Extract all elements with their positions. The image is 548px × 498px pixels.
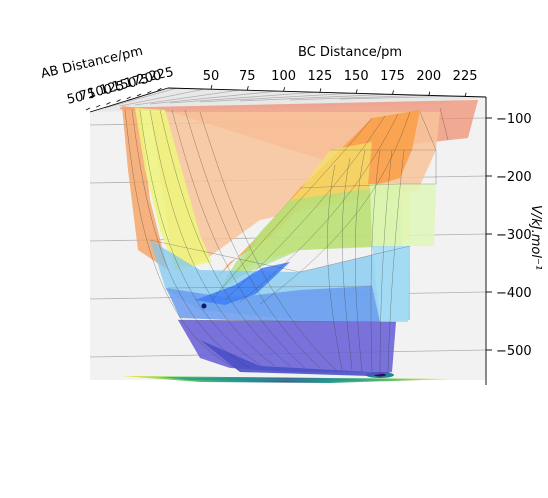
floor-contour-projection <box>122 372 452 383</box>
y-tick-mark <box>392 90 394 95</box>
y-tick-label: 100 <box>271 69 296 84</box>
surface-blue-band <box>166 286 380 322</box>
y-tick-label: 175 <box>380 69 405 84</box>
y-tick-mark <box>246 86 249 91</box>
x-tick-label: 50 <box>66 90 85 108</box>
x-tick-mark <box>96 104 101 108</box>
y-tick-label: 225 <box>453 69 478 84</box>
axis-lines <box>89 87 487 385</box>
x-tick-mark <box>147 90 152 94</box>
y-tick-mark <box>283 87 285 92</box>
energy-surface <box>120 100 478 376</box>
marked-point <box>201 303 207 309</box>
x-tick-label: 75 <box>78 86 97 104</box>
surface-mesh <box>124 107 449 373</box>
x-tick-label: 200 <box>135 68 162 88</box>
y-axis-label: BC Distance/pm <box>298 45 402 60</box>
x-tick-label: 100 <box>86 82 113 102</box>
z-axis-label: V/kJ.mol⁻¹ <box>528 205 543 270</box>
surface-light-blue-right <box>372 246 410 322</box>
z-tick-label: −100 <box>496 112 532 127</box>
surface-right-sheet <box>370 184 436 246</box>
y-axis-line <box>167 87 487 98</box>
x-tick-label: 225 <box>148 65 175 85</box>
y-tick-label: 75 <box>239 69 256 84</box>
x-tick-label: 125 <box>98 78 125 98</box>
y-tick-mark <box>210 84 213 90</box>
x-tick-mark <box>157 88 162 91</box>
x-tick-mark <box>85 107 91 111</box>
y-axis-ticks: 50 75 100 125 150 175 200 225 <box>203 69 478 97</box>
top-pane <box>90 88 486 112</box>
z-tick-label: −400 <box>496 286 532 301</box>
y-tick-mark <box>464 92 467 97</box>
z-tick-label: −300 <box>496 228 532 243</box>
y-tick-mark <box>428 91 431 96</box>
x-tick-label: 150 <box>111 75 138 95</box>
y-tick-mark <box>355 89 358 94</box>
z-tick-label: −500 <box>496 344 532 359</box>
y-tick-label: 200 <box>416 69 441 84</box>
y-tick-label: 150 <box>344 69 369 84</box>
surface-left-wall-yellow <box>135 108 212 270</box>
surface-green-band <box>218 184 402 292</box>
x-tick-mark <box>106 102 111 105</box>
y-tick-label: 125 <box>307 69 332 84</box>
contour-edges <box>149 149 436 323</box>
x-tick-mark <box>126 96 131 100</box>
z-tick-label: −200 <box>496 170 532 185</box>
x-tick-mark <box>116 99 121 102</box>
x-tick-label: 175 <box>123 72 150 92</box>
x-tick-mark <box>136 93 142 97</box>
y-tick-label: 50 <box>203 69 220 84</box>
x-axis-line <box>89 87 169 113</box>
z-axis-ticks: −100 −200 −300 −400 −500 <box>486 112 532 359</box>
surface-left-wall-orange <box>122 106 168 270</box>
top-gridlines <box>104 87 467 109</box>
y-tick-mark <box>319 88 322 93</box>
